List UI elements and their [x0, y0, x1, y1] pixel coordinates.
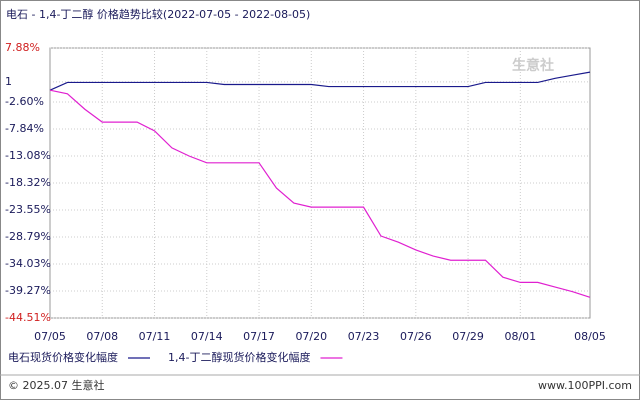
y-tick-label: -44.51%: [5, 311, 51, 324]
y-tick-label: -7.84%: [5, 122, 44, 135]
series-line: [49, 71, 591, 91]
y-tick-label: 1: [5, 75, 12, 88]
y-tick-label: -39.27%: [5, 284, 51, 297]
y-tick-label: -13.08%: [5, 149, 51, 162]
x-tick-label: 07/14: [191, 330, 223, 343]
chart-title: 电石 - 1,4-丁二醇 价格趋势比较(2022-07-05 - 2022-08…: [6, 7, 310, 21]
watermark: 生意社: [512, 57, 554, 74]
y-tick-label: -28.79%: [5, 230, 51, 243]
x-tick-label: 07/26: [400, 330, 432, 343]
x-tick-label: 07/05: [34, 330, 66, 343]
x-tick-label: 07/17: [243, 330, 275, 343]
x-tick-label: 07/29: [452, 330, 484, 343]
x-tick-label: 07/20: [295, 330, 327, 343]
y-tick-label: -23.55%: [5, 203, 51, 216]
y-tick-label: -34.03%: [5, 257, 51, 270]
y-tick-label: -18.32%: [5, 176, 51, 189]
y-tick-label: 7.88%: [5, 41, 40, 54]
legend-label: 1,4-丁二醇现货价格变化幅度: [168, 350, 310, 364]
x-tick-label: 08/01: [504, 330, 536, 343]
footer-left: © 2025.07 生意社: [8, 378, 104, 392]
x-tick-label: 07/08: [86, 330, 118, 343]
footer-right: www.100PPI.com: [538, 379, 632, 392]
x-tick-label: 07/23: [348, 330, 380, 343]
legend-label: 电石现货价格变化幅度: [8, 350, 118, 364]
x-tick-label: 07/11: [139, 330, 171, 343]
series-line: [49, 89, 591, 298]
x-tick-label: 08/05: [574, 330, 606, 343]
y-tick-label: -2.60%: [5, 95, 44, 108]
